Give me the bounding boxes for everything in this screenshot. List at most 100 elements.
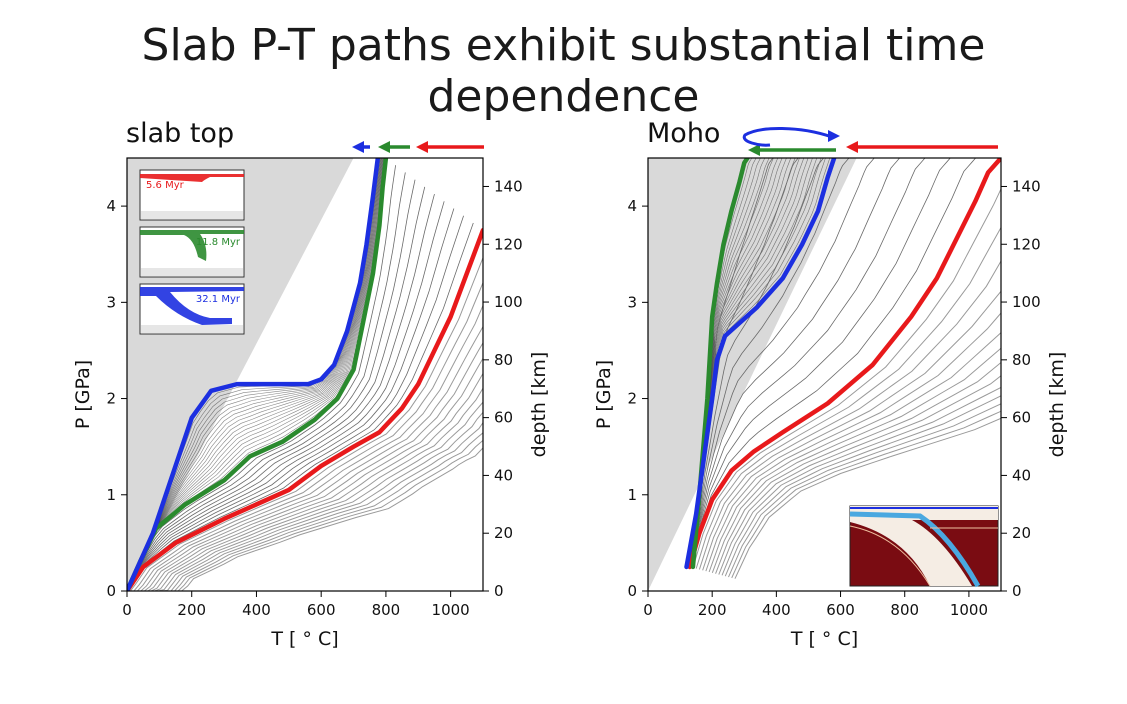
gray-path: [728, 403, 1001, 578]
y-tick-label: 1: [106, 486, 116, 504]
gray-path: [127, 208, 455, 591]
gray-path: [731, 410, 1001, 579]
right-tick-label: 120: [494, 235, 523, 253]
gray-path: [721, 386, 1001, 576]
x-axis-label: T [ ° C]: [270, 628, 338, 650]
gray-path: [690, 158, 926, 568]
right-tick-label: 40: [1012, 466, 1031, 484]
dark-path: [127, 158, 382, 591]
series-blue: [127, 158, 381, 591]
inset-label: 32.1 Myr: [196, 294, 241, 305]
right-tick-label: 100: [1012, 293, 1041, 311]
arrow-red-head: [416, 141, 428, 153]
gray-path: [734, 417, 1001, 579]
gray-path: [715, 361, 1001, 574]
right-tick-label: 0: [494, 582, 504, 600]
gray-path: [127, 193, 435, 591]
gray-path: [154, 387, 483, 591]
panel-title: slab top: [126, 118, 234, 149]
right-tick-label: 100: [494, 293, 523, 311]
arrow-blue-loop-head: [828, 130, 840, 142]
y-tick-label: 0: [106, 582, 116, 600]
right-axis-label: depth [km]: [1046, 352, 1068, 458]
right-tick-label: 140: [1012, 177, 1041, 195]
dark-path: [127, 158, 385, 591]
slab-insets: 5.6 Myr 11.8 Myr 32.1 Myr: [139, 169, 245, 335]
gray-path: [127, 215, 464, 591]
dark-path: [127, 158, 384, 591]
right-tick-label: 20: [494, 524, 513, 542]
gray-path: [175, 447, 483, 591]
gray-path: [691, 158, 850, 568]
inset-cold-slab: [850, 506, 998, 586]
inset-ground: [141, 268, 243, 276]
arrow-green-head: [378, 141, 390, 153]
gray-path: [144, 341, 483, 591]
axes-frame: [647, 157, 1002, 592]
axes-frame: [126, 157, 484, 592]
inset-slab-top: [849, 511, 981, 588]
gray-path: [137, 304, 483, 591]
panel-moho: 0 200 400 600 800 100001234020406080100120140…: [593, 118, 1068, 650]
gray-path: [708, 332, 1001, 573]
dark-path: [127, 158, 381, 591]
gray-path: [698, 260, 1001, 570]
x-tick-label: 800: [890, 601, 919, 619]
gray-path: [140, 325, 483, 591]
gray-path: [158, 401, 483, 591]
series-red: [687, 158, 1001, 570]
arrow-blue-head: [352, 141, 364, 153]
inset-ground: [141, 211, 243, 219]
inset-ground: [141, 325, 243, 333]
x-tick-label: 200: [177, 601, 206, 619]
x-tick-label: 1000: [950, 601, 988, 619]
time-arrows: [742, 127, 998, 156]
gray-path: [711, 347, 1001, 573]
x-tick-label: 600: [307, 601, 336, 619]
gray-path: [165, 421, 483, 591]
x-tick-label: 400: [762, 601, 791, 619]
gray-path: [127, 179, 416, 591]
y-tick-label: 4: [106, 197, 116, 215]
series-red: [127, 227, 483, 591]
gray-path: [690, 158, 900, 568]
right-tick-label: 20: [1012, 524, 1031, 542]
x-tick-label: 1000: [432, 601, 470, 619]
plot-area: [648, 158, 1001, 591]
x-tick-label: 800: [372, 601, 401, 619]
right-tick-label: 60: [494, 409, 513, 427]
x-tick-label: 600: [826, 601, 855, 619]
gray-path: [127, 201, 445, 591]
right-axis-label: depth [km]: [528, 352, 550, 458]
inset-slab: [140, 174, 244, 182]
shaded-region: [648, 158, 857, 591]
series-green: [127, 158, 389, 591]
y-axis-label: P [GPa]: [593, 360, 615, 429]
gray-path: [690, 158, 875, 568]
panel-slab-top: 0 200 400 600 800 100001234020406080100120140…: [72, 118, 550, 650]
gray-path: [705, 312, 1001, 572]
gray-path: [130, 256, 483, 591]
right-tick-label: 40: [494, 466, 513, 484]
y-tick-label: 2: [627, 390, 637, 408]
right-tick-label: 0: [1012, 582, 1022, 600]
arrow-blue-loop: [742, 127, 833, 147]
gray-path: [695, 226, 1001, 569]
x-tick-label: 400: [242, 601, 271, 619]
dark-path: [127, 158, 382, 591]
time-arrows: [352, 141, 484, 153]
y-axis-label: P [GPa]: [72, 360, 94, 429]
gray-path: [161, 411, 483, 591]
x-tick-label: 0: [122, 601, 132, 619]
right-tick-label: 120: [1012, 235, 1041, 253]
dark-path: [127, 158, 381, 591]
panel-title: Moho: [647, 118, 720, 149]
gray-path: [127, 172, 406, 591]
dark-path: [127, 158, 384, 591]
gray-path: [718, 375, 1001, 575]
inset-slab: [140, 230, 244, 261]
right-tick-label: 60: [1012, 409, 1031, 427]
inset-isotherm: [849, 525, 931, 587]
y-tick-label: 0: [627, 582, 637, 600]
